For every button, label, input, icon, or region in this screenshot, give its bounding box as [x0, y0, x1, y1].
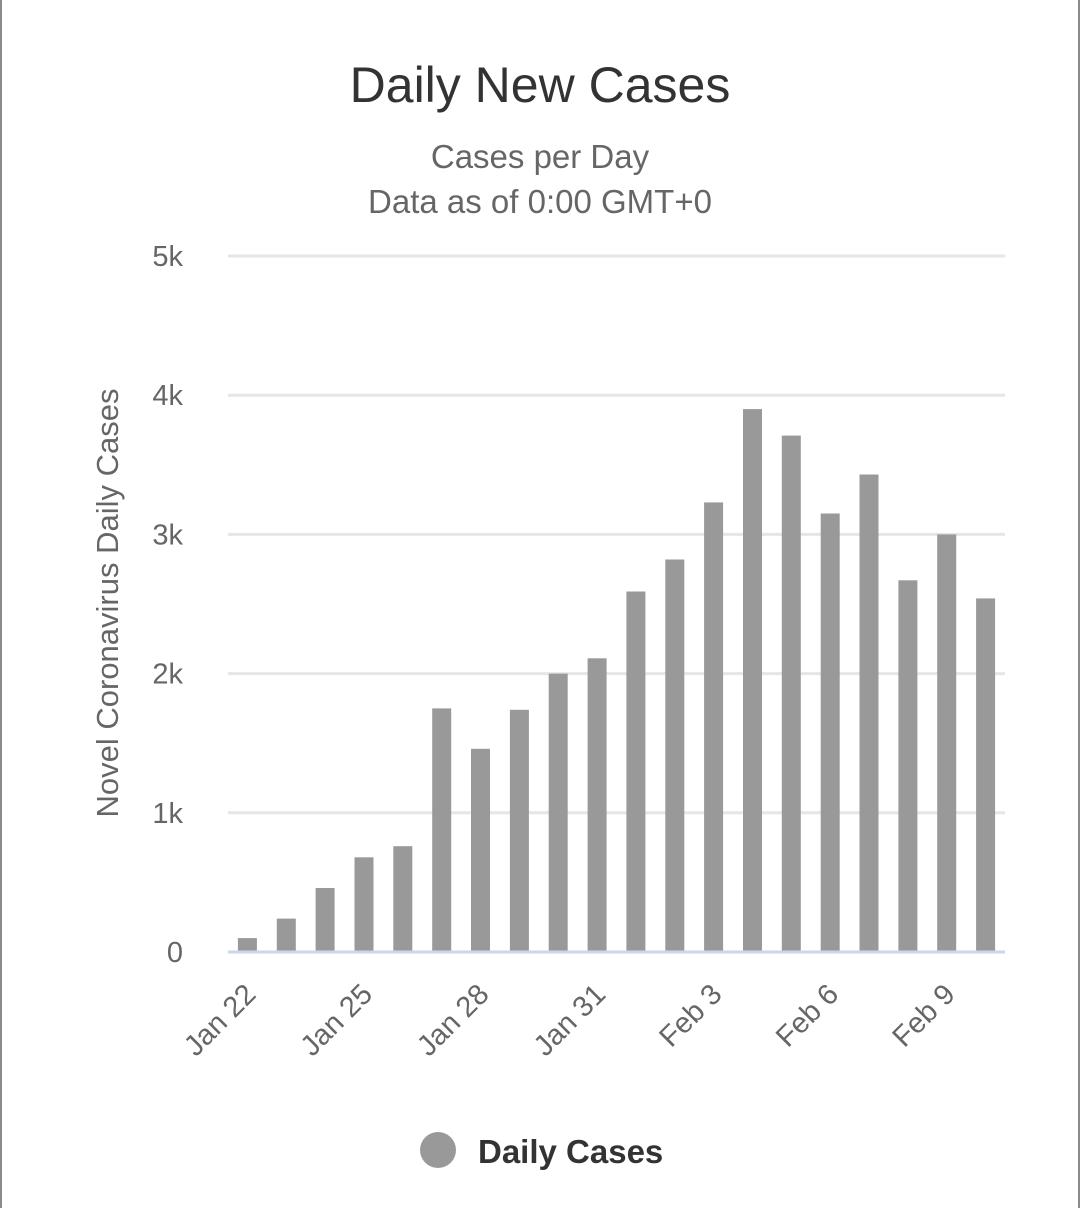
bar[interactable]: Jan 23: 240: [276, 918, 296, 952]
bar[interactable]: Feb 9: 3000: [937, 534, 957, 952]
bar[interactable]: Jan 22: 100: [237, 938, 257, 952]
chart-subtitle-line-2: Data as of 0:00 GMT+0: [368, 183, 712, 220]
x-tick-label: Jan 28: [411, 978, 495, 1062]
x-tick-label: Feb 9: [887, 978, 962, 1053]
y-tick-label: 3k: [152, 519, 183, 551]
bar[interactable]: Feb 10: 2540: [976, 598, 996, 952]
bar[interactable]: Jan 28: 1460: [471, 748, 490, 952]
bar[interactable]: Jan 26: 760: [393, 846, 413, 952]
y-tick-label: 5k: [152, 241, 183, 273]
legend[interactable]: Daily Cases: [420, 1132, 663, 1170]
x-tick-label: Jan 31: [528, 978, 612, 1062]
x-axis-ticks: Jan 22 Jan 25 Jan 28 Jan 31 Feb 3 Feb 6 Feb 9: [178, 978, 962, 1062]
bar[interactable]: Jan 27: 1750: [432, 708, 452, 952]
bar[interactable]: Jan 29: 1740: [509, 709, 529, 952]
bar[interactable]: Feb 5: 3710: [781, 435, 801, 953]
bar[interactable]: Feb 6: 3150: [820, 513, 840, 953]
bar[interactable]: Jan 31: 2110: [587, 658, 607, 952]
chart-subtitle-line-1: Cases per Day: [431, 138, 650, 175]
bar[interactable]: Feb 7: 3430: [859, 474, 879, 953]
bar[interactable]: Jan 30: 2000: [548, 673, 568, 952]
bar[interactable]: Feb 8: 2670: [898, 580, 918, 952]
legend-label: Daily Cases: [478, 1133, 663, 1170]
bar[interactable]: Feb 2: 2820: [665, 559, 685, 953]
y-axis-title: Novel Coronavirus Daily Cases: [90, 389, 125, 818]
bar[interactable]: Jan 25: 680: [354, 857, 374, 952]
y-tick-label: 1k: [152, 798, 183, 830]
x-tick-label: Feb 3: [653, 978, 728, 1053]
legend-marker: [420, 1132, 456, 1168]
chart-title: Daily New Cases: [350, 57, 731, 113]
y-tick-label: 4k: [152, 380, 183, 412]
bar[interactable]: Jan 24: 460: [315, 888, 335, 952]
x-tick-label: Feb 6: [770, 978, 845, 1053]
gridlines: [228, 254, 1005, 815]
bar[interactable]: Feb 1: 2590: [626, 591, 646, 953]
y-tick-label: 0: [167, 937, 183, 969]
x-tick-label: Jan 22: [178, 978, 262, 1062]
y-axis-ticks: 0 1k 2k 3k 4k 5k: [152, 241, 183, 969]
y-tick-label: 2k: [152, 659, 183, 691]
bar[interactable]: Feb 4: 3900: [743, 409, 762, 953]
x-tick-label: Jan 25: [295, 978, 379, 1062]
bar[interactable]: Feb 3: 3230: [704, 502, 724, 952]
bars: Jan 22: 100 Jan 23: 240 Jan 24: 460 Jan 25:…: [237, 409, 996, 953]
